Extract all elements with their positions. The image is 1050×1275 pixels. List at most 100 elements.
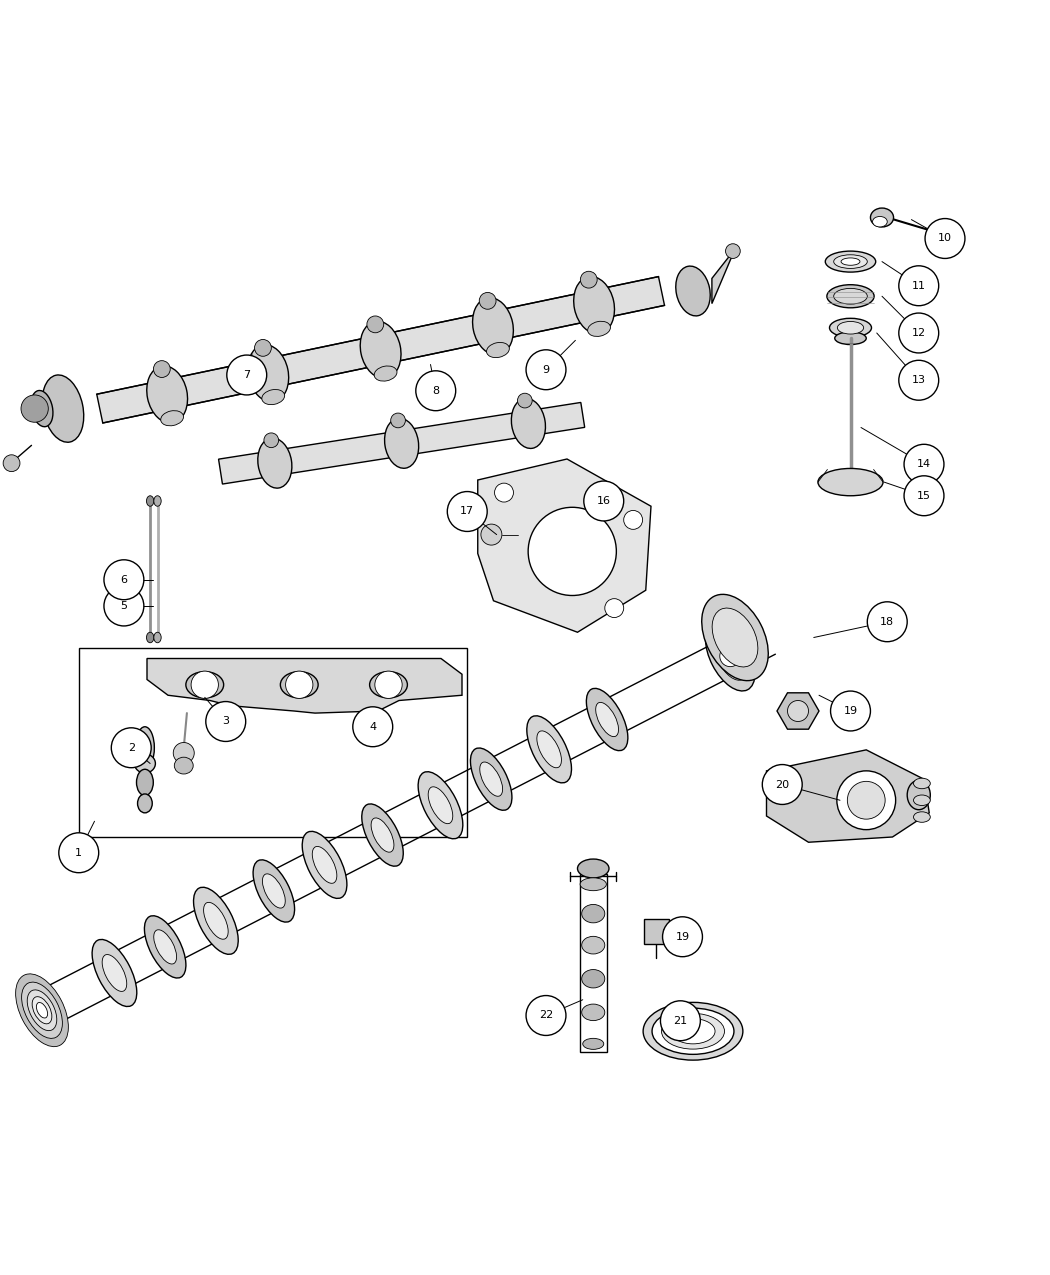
Text: 11: 11 (911, 280, 926, 291)
Circle shape (847, 782, 885, 819)
Ellipse shape (258, 439, 292, 488)
Text: 12: 12 (911, 328, 926, 338)
Circle shape (111, 728, 151, 768)
Circle shape (227, 354, 267, 395)
Ellipse shape (706, 621, 755, 691)
Circle shape (899, 265, 939, 306)
Ellipse shape (834, 288, 867, 305)
Ellipse shape (92, 940, 136, 1006)
Ellipse shape (582, 1005, 605, 1020)
Ellipse shape (841, 258, 860, 265)
Polygon shape (766, 750, 929, 843)
Ellipse shape (374, 366, 397, 381)
Circle shape (584, 481, 624, 521)
Ellipse shape (701, 594, 769, 681)
Circle shape (660, 1001, 700, 1040)
Text: 2: 2 (128, 743, 134, 752)
Ellipse shape (33, 997, 51, 1024)
Ellipse shape (371, 819, 394, 852)
Ellipse shape (174, 757, 193, 774)
Ellipse shape (145, 915, 186, 978)
Circle shape (624, 510, 643, 529)
Ellipse shape (662, 1014, 724, 1049)
Circle shape (104, 586, 144, 626)
Polygon shape (712, 249, 735, 303)
Ellipse shape (253, 859, 295, 922)
Ellipse shape (37, 1002, 47, 1017)
Ellipse shape (581, 272, 597, 288)
Ellipse shape (264, 434, 278, 448)
Ellipse shape (22, 982, 62, 1038)
Ellipse shape (511, 398, 545, 449)
Circle shape (375, 671, 402, 699)
Ellipse shape (134, 754, 155, 773)
Ellipse shape (583, 1038, 604, 1049)
Ellipse shape (153, 496, 162, 506)
Text: 3: 3 (223, 717, 229, 727)
Circle shape (726, 244, 740, 259)
Circle shape (762, 765, 802, 805)
Ellipse shape (146, 496, 153, 506)
Circle shape (59, 833, 99, 872)
Circle shape (663, 917, 702, 956)
Ellipse shape (518, 393, 532, 408)
Ellipse shape (480, 762, 503, 797)
Circle shape (173, 742, 194, 764)
Circle shape (353, 706, 393, 747)
Circle shape (899, 361, 939, 400)
Ellipse shape (362, 805, 403, 866)
Ellipse shape (907, 780, 930, 810)
Polygon shape (218, 403, 585, 484)
Bar (580, 873, 607, 1052)
Ellipse shape (102, 955, 127, 992)
Ellipse shape (135, 727, 154, 769)
Text: 13: 13 (911, 375, 926, 385)
Text: 10: 10 (938, 233, 952, 244)
Ellipse shape (582, 936, 605, 954)
Ellipse shape (312, 847, 337, 884)
Circle shape (206, 701, 246, 742)
Circle shape (720, 645, 741, 667)
Text: 8: 8 (433, 386, 439, 395)
Circle shape (605, 599, 624, 617)
Text: 16: 16 (596, 496, 611, 506)
Text: 9: 9 (543, 365, 549, 375)
Ellipse shape (835, 332, 866, 344)
Text: 22: 22 (539, 1011, 553, 1020)
Ellipse shape (914, 812, 930, 822)
Ellipse shape (586, 688, 628, 751)
Polygon shape (147, 658, 462, 713)
Text: 17: 17 (460, 506, 475, 516)
Ellipse shape (428, 787, 453, 824)
Ellipse shape (712, 608, 758, 667)
Ellipse shape (384, 418, 419, 468)
Circle shape (416, 371, 456, 411)
Ellipse shape (32, 390, 52, 427)
Ellipse shape (582, 904, 605, 923)
Circle shape (3, 455, 20, 472)
Ellipse shape (254, 339, 271, 356)
Circle shape (21, 395, 48, 422)
Ellipse shape (360, 321, 401, 379)
Ellipse shape (204, 903, 228, 940)
Text: 20: 20 (775, 779, 790, 789)
Ellipse shape (136, 769, 153, 796)
Circle shape (904, 476, 944, 515)
Text: 6: 6 (121, 575, 127, 585)
Circle shape (191, 671, 218, 699)
Ellipse shape (261, 389, 285, 404)
Ellipse shape (827, 284, 874, 307)
Ellipse shape (472, 298, 513, 354)
Text: 18: 18 (880, 617, 895, 627)
Ellipse shape (27, 989, 57, 1030)
Polygon shape (777, 692, 819, 729)
Ellipse shape (138, 794, 152, 813)
Ellipse shape (825, 251, 876, 272)
Ellipse shape (391, 413, 405, 428)
Ellipse shape (418, 771, 463, 839)
Ellipse shape (582, 969, 605, 988)
Ellipse shape (671, 1019, 715, 1044)
Ellipse shape (248, 344, 289, 402)
Circle shape (495, 483, 513, 502)
Ellipse shape (830, 319, 871, 337)
